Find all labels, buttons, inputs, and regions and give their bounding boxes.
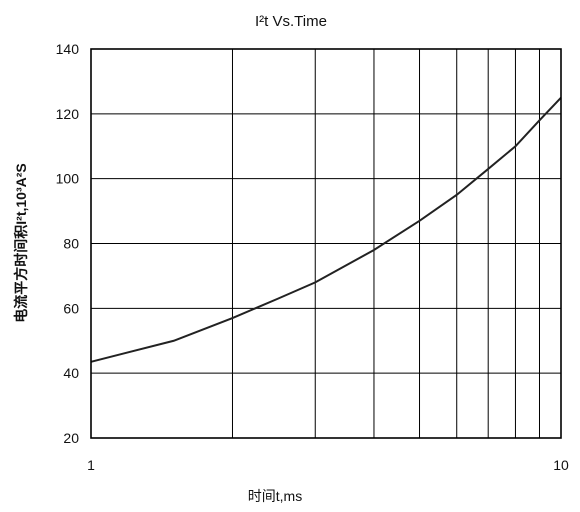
y-tick-label: 60 [63,300,79,316]
y-tick-label: 140 [56,41,80,57]
ticks: 20 40 60 80 100 120 140 1 10 [56,41,569,473]
y-tick-label: 100 [56,171,80,187]
chart-title: I²t Vs.Time [255,13,327,30]
x-tick-label: 10 [553,457,569,473]
y-tick-label: 120 [56,106,80,122]
y-tick-label: 40 [63,365,79,381]
series [90,96,562,363]
plot-frame [90,48,562,439]
x-axis-label: 时间t,ms [248,488,302,504]
y-tick-label: 20 [63,430,79,446]
y-axis-label: 电流平方时间积I²t,10³A²S [13,163,29,322]
grid [90,48,562,439]
x-tick-label: 1 [87,457,95,473]
y-tick-label: 80 [63,236,79,252]
series-line [90,96,562,363]
